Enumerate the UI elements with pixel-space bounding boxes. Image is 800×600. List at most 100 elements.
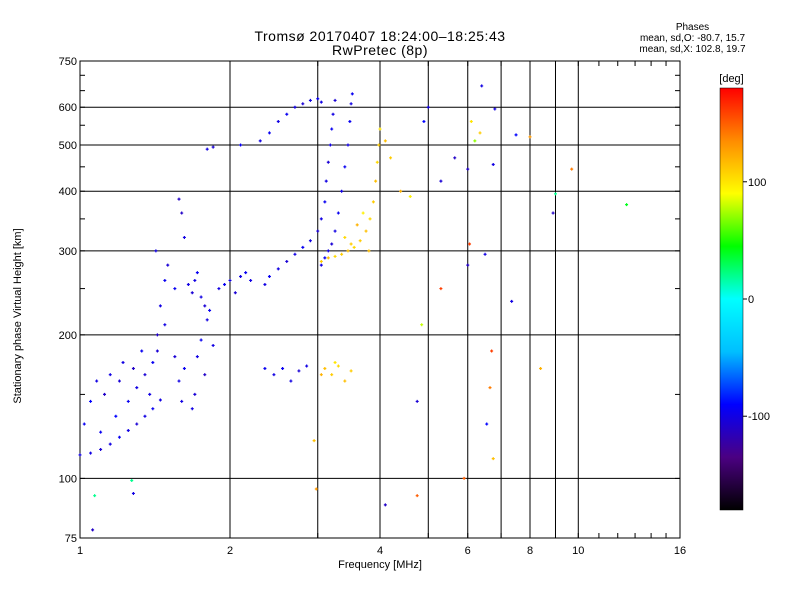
data-point	[510, 299, 514, 303]
y-tick-label: 100	[59, 473, 77, 485]
data-point	[99, 447, 103, 451]
data-point	[130, 478, 134, 482]
data-point	[148, 392, 152, 396]
phase-stats: Phases mean, sd,O: -80.7, 15.7 mean, sd,…	[600, 22, 785, 55]
data-point	[408, 194, 412, 198]
data-point	[267, 275, 271, 279]
data-point	[126, 429, 130, 433]
data-point	[625, 203, 629, 207]
data-point	[326, 256, 330, 260]
data-point	[331, 112, 335, 116]
data-point	[151, 407, 155, 411]
data-point	[166, 263, 170, 267]
data-point	[190, 407, 194, 411]
data-point	[223, 282, 227, 286]
data-point	[368, 217, 372, 221]
data-point	[426, 105, 430, 109]
data-point	[305, 364, 309, 368]
data-point	[551, 211, 555, 215]
data-point	[333, 98, 337, 102]
data-point	[173, 355, 177, 359]
data-point	[93, 494, 97, 498]
data-point	[89, 451, 93, 455]
data-point	[466, 167, 470, 171]
data-point	[343, 379, 347, 383]
data-point	[155, 333, 159, 337]
data-point	[163, 278, 167, 282]
data-point	[108, 373, 112, 377]
data-point	[570, 167, 574, 171]
data-point	[182, 235, 186, 239]
data-point	[276, 267, 280, 271]
data-point	[330, 373, 334, 377]
data-point	[155, 349, 159, 353]
y-tick-label: 600	[59, 102, 77, 114]
data-point	[326, 160, 330, 164]
data-point	[158, 398, 162, 402]
data-point	[420, 323, 424, 327]
data-point	[177, 197, 181, 201]
data-point	[349, 102, 353, 106]
data-point	[330, 127, 334, 131]
data-point	[158, 304, 162, 308]
data-point	[553, 192, 557, 196]
data-point	[340, 252, 344, 256]
x-tick-label: 4	[377, 545, 383, 557]
data-point	[182, 366, 186, 370]
data-point	[371, 200, 375, 204]
data-point	[326, 249, 330, 253]
data-point	[199, 338, 203, 342]
data-point	[346, 143, 350, 147]
data-point	[173, 287, 177, 291]
data-point	[140, 349, 144, 353]
data-point	[349, 369, 353, 373]
data-point	[103, 392, 107, 396]
data-point	[211, 145, 215, 149]
y-tick-label: 500	[59, 140, 77, 152]
data-point	[367, 249, 371, 253]
data-point	[263, 366, 267, 370]
data-point	[308, 98, 312, 102]
data-point	[193, 278, 197, 282]
data-point	[415, 494, 419, 498]
data-point	[114, 414, 118, 418]
data-point	[91, 528, 95, 532]
data-point	[478, 131, 482, 135]
data-point	[203, 304, 207, 308]
data-point	[297, 369, 301, 373]
data-point	[528, 135, 532, 139]
chart-subtitle: RwPretec (8p)	[332, 42, 428, 58]
data-point	[211, 343, 215, 347]
data-point	[469, 120, 473, 124]
data-point	[336, 364, 340, 368]
x-tick-label: 1	[77, 545, 83, 557]
data-point	[239, 143, 243, 147]
data-point	[151, 360, 155, 364]
data-point	[422, 120, 426, 124]
data-point	[319, 263, 323, 267]
data-point	[377, 143, 381, 147]
chart-title: Tromsø 20170407 18:24:00–18:25:43	[254, 28, 506, 44]
phase-stats-o: mean, sd,O: -80.7, 15.7	[639, 33, 746, 44]
data-point	[131, 491, 135, 495]
data-point	[301, 245, 305, 249]
data-point	[89, 399, 93, 403]
data-point	[375, 160, 379, 164]
data-point	[126, 399, 130, 403]
data-point	[346, 249, 350, 253]
data-point	[314, 487, 318, 491]
data-point	[195, 271, 199, 275]
data-point	[239, 275, 243, 279]
data-point	[323, 366, 327, 370]
data-point	[190, 291, 194, 295]
data-point	[281, 366, 285, 370]
x-tick-label: 2	[227, 545, 233, 557]
data-point	[364, 229, 368, 233]
data-point	[117, 435, 121, 439]
data-point	[389, 156, 393, 160]
data-point	[205, 147, 209, 151]
data-point	[135, 422, 139, 426]
data-point	[488, 386, 492, 390]
data-point	[483, 252, 487, 256]
x-tick-label: 6	[465, 545, 471, 557]
